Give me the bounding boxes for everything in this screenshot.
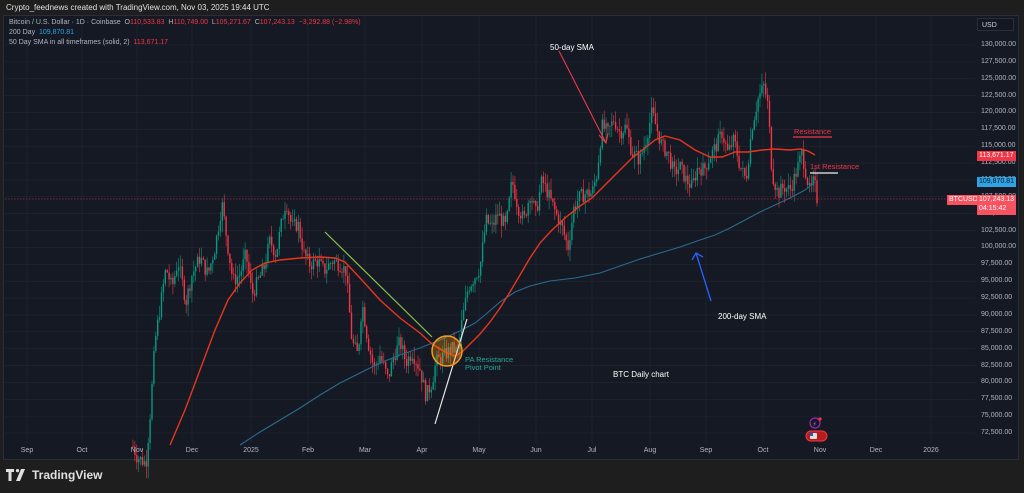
price-axis-label: 72,500.00	[981, 429, 1013, 436]
uptrend-support-line	[434, 318, 468, 425]
pivot-annotation-line1: PA Resistance	[465, 355, 514, 364]
downtrend-line	[324, 231, 433, 338]
svg-text:⚡: ⚡	[813, 421, 817, 428]
price-axis-label: 130,000.00	[981, 41, 1017, 48]
tradingview-logo-icon	[6, 469, 25, 481]
symbol-tag: BTCUSD	[947, 195, 980, 205]
time-axis-label: Dec	[185, 447, 199, 454]
chart-pane[interactable]	[3, 15, 1019, 460]
currency-button[interactable]: USD	[977, 18, 1014, 31]
sma50-line	[169, 135, 816, 446]
sma50-price-tag: 113,671.17	[977, 151, 1016, 161]
sma50-annotation: 50-day SMA	[550, 43, 595, 52]
time-axis-label: Dec	[869, 447, 883, 454]
open-value: 110,533.83	[130, 19, 165, 26]
last-price-tag: 107,243.13 04:15:42	[977, 195, 1017, 215]
time-axis-label: Mar	[358, 447, 372, 454]
sma200-price-tag: 109,870.81	[977, 177, 1017, 187]
price-axis-label: 82,500.00	[981, 361, 1013, 369]
sma50-arrow	[558, 50, 607, 144]
price-axis-label: 85,000.00	[981, 344, 1013, 352]
time-axis-label: Oct	[757, 447, 769, 454]
price-axis-label: 120,000.00	[981, 108, 1017, 116]
open-label: O	[124, 19, 130, 26]
legend-sma50[interactable]: 50 Day SMA in all timeframes (solid, 2) …	[9, 38, 361, 48]
pivot-annotation-line2: Pivot Point	[465, 363, 501, 372]
legend-ohlc: Bitcoin / U.S. Dollar · 1D · Coinbase O1…	[9, 18, 361, 28]
sma50-value: 113,671.17	[133, 39, 169, 46]
chart-title-annotation: BTC Daily chart	[613, 370, 670, 379]
price-axis-label: 112,500.00	[981, 159, 1016, 167]
last-price-value: 107,243.13	[979, 196, 1015, 203]
price-axis-label: 92,500.00	[981, 294, 1013, 302]
sma200-value: 109,870.81	[38, 29, 75, 36]
chart-legend: Bitcoin / U.S. Dollar · 1D · Coinbase O1…	[9, 18, 361, 48]
close-value: 107,243.13	[259, 19, 295, 26]
low-label: L	[211, 19, 216, 26]
bar-countdown: 04:15:42	[979, 205, 1007, 212]
event-icon	[809, 417, 821, 429]
legend-sma200[interactable]: 200 Day 109,870.81	[9, 28, 361, 38]
sma50-label: 50 Day SMA in all timeframes (solid, 2)	[9, 39, 130, 46]
chart-caption: Crypto_feednews created with TradingView…	[6, 3, 270, 12]
time-axis-label: Nov	[130, 447, 144, 454]
price-axis-label: 75,000.00	[981, 412, 1013, 420]
price-axis-label: 100,000.00	[981, 243, 1017, 251]
pivot-circle	[431, 335, 463, 367]
legend-symbol: Bitcoin / U.S. Dollar · 1D · Coinbase	[9, 19, 121, 26]
price-axis-label: 80,000.00	[981, 378, 1013, 386]
price-axis-label: 125,000.00	[981, 74, 1017, 82]
price-axis-label: 90,000.00	[981, 310, 1013, 318]
high-label: H	[168, 19, 174, 26]
price-axis-label: 117,500.00	[981, 125, 1016, 133]
time-axis-label: Feb	[301, 447, 315, 454]
time-axis-label: Apr	[416, 447, 428, 454]
price-axis-label: 122,500.00	[981, 91, 1017, 99]
low-value: 105,271.67	[215, 19, 251, 26]
close-label: C	[254, 19, 260, 26]
time-axis-label: 2025	[243, 447, 259, 454]
time-axis-label: May	[472, 447, 486, 454]
time-axis-label: Sep	[20, 447, 34, 454]
first-resistance-annotation: 1st Resistance	[810, 162, 860, 171]
price-axis-label: 87,500.00	[981, 327, 1013, 335]
price-axis-label: 127,500.00	[981, 57, 1017, 65]
pivot-annotation: PA Resistance Pivot Point	[465, 356, 513, 372]
sma200-annotation: 200-day SMA	[718, 312, 767, 321]
price-axis-label: 95,000.00	[981, 277, 1013, 285]
time-axis-label: Aug	[643, 447, 657, 454]
time-axis-label: Oct	[76, 447, 88, 454]
tradingview-logo[interactable]: TradingView	[6, 468, 102, 482]
price-axis-label: 102,500.00	[981, 226, 1017, 234]
resistance-annotation: Resistance	[794, 127, 832, 136]
time-axis-label: 2026	[923, 447, 939, 454]
time-axis-label: Sep	[699, 447, 713, 454]
time-axis-label: Nov	[813, 447, 827, 454]
price-axis-label: 115,000.00	[981, 142, 1016, 150]
change-value: −3,292.88 (−2.98%)	[298, 19, 361, 26]
sma200-line	[239, 181, 816, 446]
price-axis-label: 77,500.00	[981, 395, 1013, 403]
sma200-label: 200 Day	[9, 29, 36, 36]
brand-name: TradingView	[32, 468, 103, 482]
sma200-arrow	[695, 252, 712, 302]
time-axis-label: Jun	[530, 447, 542, 454]
high-value: 110,749.00	[173, 19, 208, 26]
time-axis-label: Jul	[587, 447, 597, 454]
price-axis-label: 97,500.00	[981, 260, 1013, 268]
